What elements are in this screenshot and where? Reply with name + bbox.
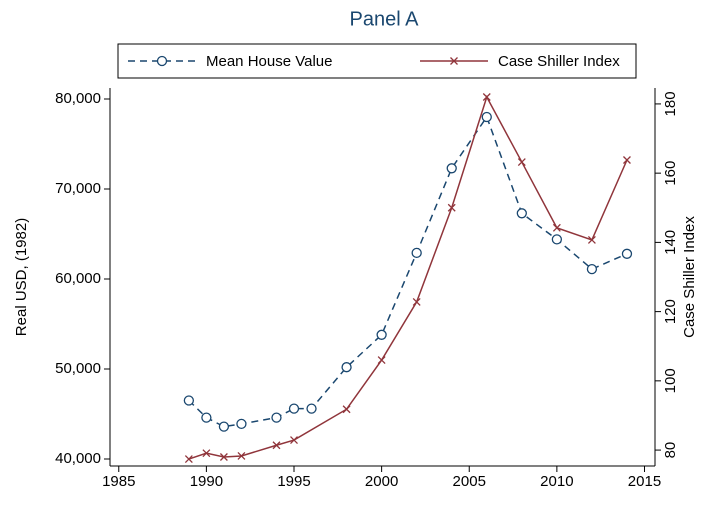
y2-tick-label: 80 — [662, 442, 679, 459]
y2-tick-label: 100 — [662, 368, 679, 393]
x-tick-label: 2015 — [628, 473, 661, 490]
marker — [183, 395, 195, 406]
marker — [341, 362, 352, 373]
marker — [342, 405, 351, 414]
marker — [271, 412, 282, 423]
marker — [446, 163, 457, 174]
y2-tick-label: 120 — [662, 299, 679, 324]
marker — [184, 455, 193, 464]
y-tick-label: 70,000 — [55, 180, 101, 197]
marker — [202, 449, 211, 458]
marker — [623, 156, 631, 164]
marker — [412, 297, 421, 306]
legend-label: Case Shiller Index — [498, 53, 620, 70]
y-axis-label: Real USD, (1982) — [13, 218, 30, 336]
y-tick-label: 60,000 — [55, 270, 101, 287]
legend-marker — [156, 55, 168, 67]
marker — [551, 234, 563, 245]
marker — [377, 356, 386, 365]
x-tick-label: 1985 — [102, 473, 135, 490]
legend-box — [117, 43, 637, 79]
marker — [218, 421, 230, 432]
marker — [201, 412, 212, 423]
marker — [587, 236, 596, 244]
marker — [586, 263, 598, 275]
y-tick-label: 40,000 — [55, 450, 101, 467]
y-tick-label: 80,000 — [55, 90, 101, 107]
x-tick-label: 2000 — [365, 473, 398, 490]
marker — [290, 436, 298, 444]
marker — [481, 111, 492, 123]
legend-marker — [450, 57, 458, 65]
marker — [236, 418, 247, 430]
marker — [516, 208, 527, 219]
x-tick-label: 2005 — [453, 473, 486, 490]
marker — [288, 403, 300, 414]
marker — [621, 248, 633, 259]
marker — [447, 203, 456, 212]
marker — [517, 158, 526, 167]
y2-tick-label: 180 — [662, 91, 679, 116]
y2-tick-label: 140 — [662, 230, 679, 255]
x-tick-label: 2010 — [540, 473, 573, 490]
x-tick-label: 1995 — [277, 473, 310, 490]
legend-label: Mean House Value — [206, 53, 332, 70]
chart-title: Panel A — [350, 8, 420, 30]
marker — [482, 93, 491, 101]
x-tick-label: 1990 — [190, 473, 223, 490]
marker — [411, 247, 422, 259]
y2-tick-label: 160 — [662, 161, 679, 186]
marker — [306, 403, 317, 414]
marker — [272, 441, 281, 450]
marker — [376, 329, 387, 340]
y2-axis-label: Case Shiller Index — [681, 216, 698, 338]
y-tick-label: 50,000 — [55, 360, 101, 377]
series-line — [188, 115, 628, 428]
marker — [552, 223, 561, 232]
marker — [219, 453, 228, 461]
marker — [237, 452, 246, 460]
